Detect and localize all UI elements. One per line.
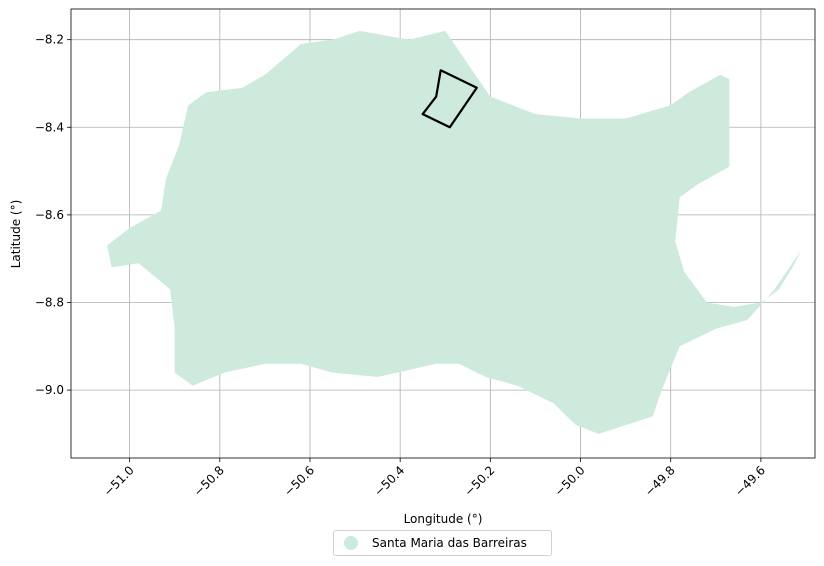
x-tick-label: −50.8 <box>191 463 227 499</box>
x-tick-label: −50.6 <box>281 463 317 499</box>
x-tick-label: −49.8 <box>642 463 678 499</box>
legend-marker-icon <box>344 536 358 550</box>
y-tick-label: −8.6 <box>35 208 64 222</box>
x-axis-title: Longitude (°) <box>404 512 483 526</box>
x-tick-label: −49.6 <box>732 463 768 499</box>
y-tick-label: −8.8 <box>35 295 64 309</box>
municipality-region-santa-maria-das-barreiras <box>107 30 802 434</box>
y-axis-title: Latitude (°) <box>9 200 23 269</box>
x-tick-label: −50.0 <box>552 463 588 499</box>
plot-frame <box>70 8 816 459</box>
x-tick-label: −50.4 <box>371 463 407 499</box>
x-tick-label: −50.2 <box>462 463 498 499</box>
legend: Santa Maria das Barreiras <box>333 530 552 556</box>
highlighted-area-outline <box>421 69 478 129</box>
y-tick-label: −8.4 <box>35 120 64 134</box>
legend-label: Santa Maria das Barreiras <box>372 536 527 550</box>
x-tick-label: −51.0 <box>101 463 137 499</box>
y-tick-label: −8.2 <box>35 33 64 47</box>
y-tick-label: −9.0 <box>35 383 64 397</box>
